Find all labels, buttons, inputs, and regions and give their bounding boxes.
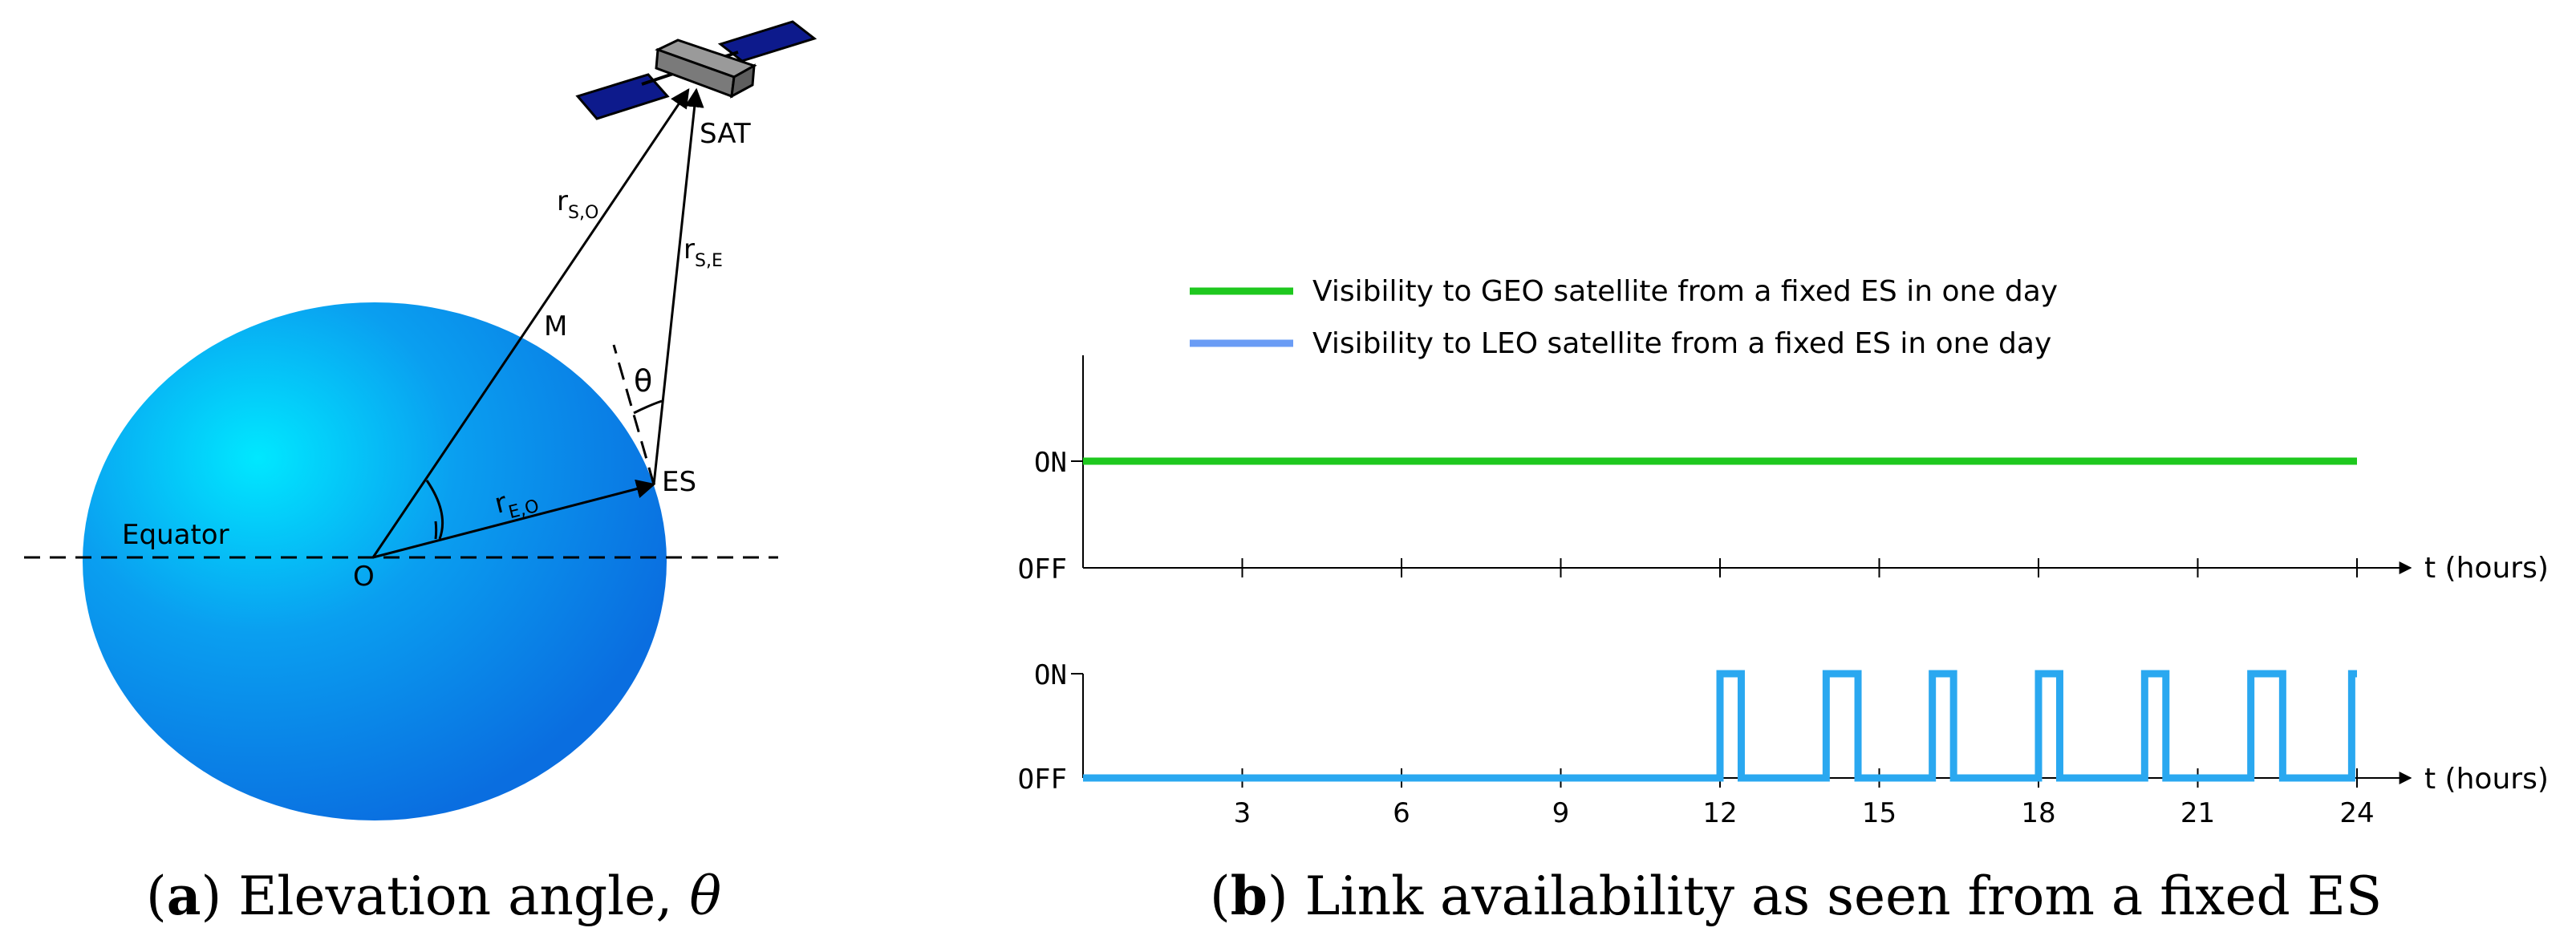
leo-y-tick-on: ON: [1034, 659, 1067, 691]
vector-r-eo: [372, 479, 656, 559]
geo-y-tick-off: OFF: [1018, 553, 1067, 585]
earth-globe: [83, 302, 667, 820]
local-vertical-line: [612, 344, 655, 485]
leo-x-tick-label: 18: [2021, 797, 2055, 829]
legend-label-leo: Visibility to LEO satellite from a fixed…: [1312, 327, 2051, 360]
leo-x-tick-label: 21: [2180, 797, 2215, 829]
geo-x-ticks: [1241, 558, 2358, 577]
geo-x-axis-label: t (hours): [2424, 552, 2549, 585]
leo-x-tick-label: 24: [2339, 797, 2374, 829]
leo-x-axis-label: t (hours): [2424, 763, 2549, 796]
central-angle-arc-2: [425, 480, 444, 540]
leo-x-tick-label: 12: [1702, 797, 1737, 829]
label-es: ES: [662, 466, 696, 498]
chart-geo: ON OFF t (hours): [1018, 355, 2549, 585]
label-r-so: rS,O: [557, 185, 598, 223]
panel-a-elevation-diagram: SAT rS,O rS,E M θ ES rE,O Equator O (a) …: [24, 20, 817, 927]
leo-x-tick-label: 9: [1552, 797, 1570, 829]
legend-label-geo: Visibility to GEO satellite from a fixed…: [1312, 275, 2058, 308]
leo-x-tick-label: 3: [1234, 797, 1251, 829]
leo-x-tick-label: 6: [1393, 797, 1410, 829]
label-theta: θ: [634, 363, 652, 399]
vector-r-so: [371, 88, 690, 558]
leo-y-tick-off: OFF: [1018, 764, 1067, 796]
legend: Visibility to GEO satellite from a fixed…: [1190, 275, 2058, 360]
satellite-body-side: [730, 63, 756, 99]
satellite-panel-left: [575, 73, 670, 120]
label-m: M: [544, 310, 567, 342]
label-o: O: [353, 561, 375, 593]
satellite-panel-right: [717, 20, 817, 63]
elevation-angle-arc: [633, 399, 663, 415]
leo-x-ticks: 3 6 9 12 15 18 21 24: [1234, 768, 2375, 829]
label-equator: Equator: [122, 519, 229, 551]
caption-b: (b) Link availability as seen from a fix…: [1210, 865, 2382, 927]
geo-y-tick-on: ON: [1034, 447, 1067, 479]
chart-leo: ON OFF 3 6 9 12 15 18 21 24 t (hours): [1018, 659, 2549, 829]
panel-b-link-availability: Visibility to GEO satellite from a fixed…: [1018, 275, 2549, 927]
vector-r-se: [652, 87, 704, 485]
leo-visibility-line: [1083, 670, 2357, 782]
leo-x-tick-label: 15: [1862, 797, 1897, 829]
label-r-se: rS,E: [684, 233, 723, 271]
label-sat: SAT: [700, 118, 751, 150]
caption-a: (a) Elevation angle, θ: [146, 865, 721, 927]
satellite-icon: [575, 20, 817, 120]
